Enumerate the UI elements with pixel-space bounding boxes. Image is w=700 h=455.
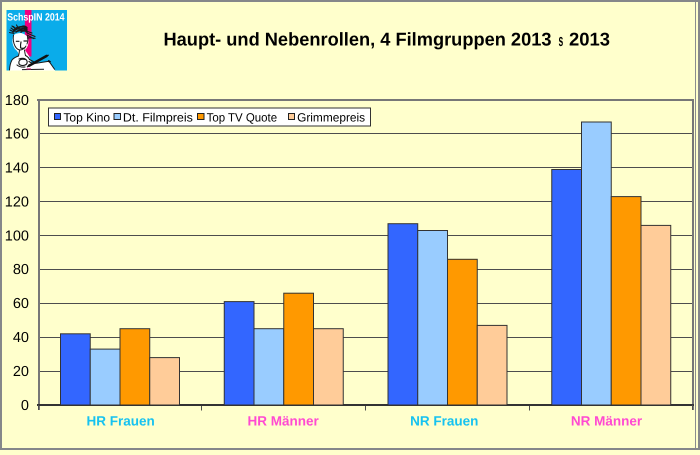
svg-text:180: 180 xyxy=(5,93,29,109)
svg-text:Dt. Filmpreis: Dt. Filmpreis xyxy=(123,110,193,124)
svg-text:120: 120 xyxy=(5,195,29,211)
svg-text:100: 100 xyxy=(5,228,29,244)
svg-text:HR Männer: HR Männer xyxy=(247,414,319,429)
svg-text:Grimmepreis: Grimmepreis xyxy=(297,110,365,124)
svg-text:0: 0 xyxy=(21,398,29,414)
svg-text:20: 20 xyxy=(13,364,29,380)
svg-text:SchspIN 2014: SchspIN 2014 xyxy=(7,12,65,24)
svg-text:40: 40 xyxy=(13,330,29,346)
svg-text:Haupt- und Nebenrollen, 4 Film: Haupt- und Nebenrollen, 4 Filmgruppen 20… xyxy=(164,28,552,49)
svg-text:Top TV Quote: Top TV Quote xyxy=(207,110,278,124)
svg-text:HR Frauen: HR Frauen xyxy=(86,414,154,429)
svg-text:NR Männer: NR Männer xyxy=(571,414,643,429)
svg-text:60: 60 xyxy=(13,296,29,312)
svg-text:80: 80 xyxy=(13,262,29,278)
svg-text:NR Frauen: NR Frauen xyxy=(410,414,478,429)
svg-text:160: 160 xyxy=(5,127,29,143)
svg-text:2013: 2013 xyxy=(569,28,610,49)
svg-text:s: s xyxy=(559,31,564,50)
svg-text:Top Kino: Top Kino xyxy=(63,110,110,124)
svg-text:140: 140 xyxy=(5,161,29,177)
